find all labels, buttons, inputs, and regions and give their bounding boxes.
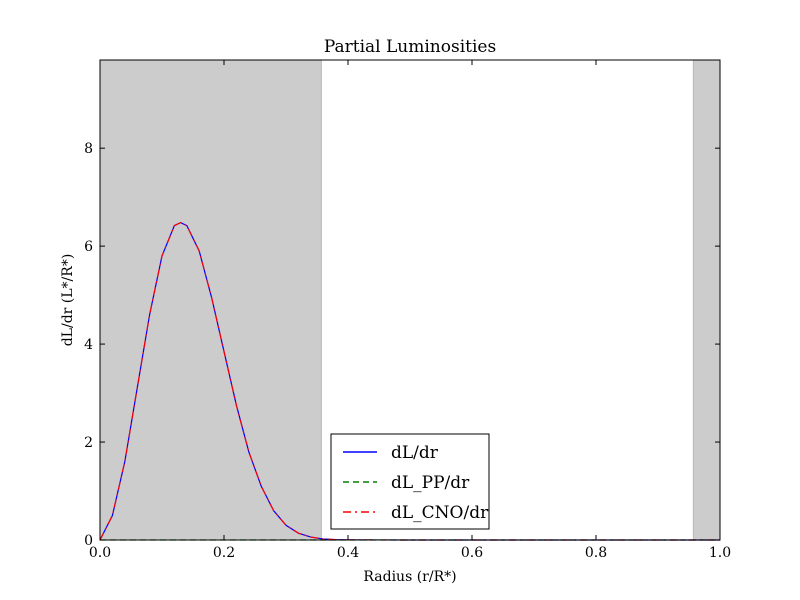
- shaded-region-1: [99, 59, 322, 541]
- y-tick-label: 4: [84, 337, 93, 353]
- legend: dL/dr dL_PP/dr dL_CNO/dr: [330, 433, 490, 530]
- x-tick-label: 0.4: [337, 545, 359, 561]
- legend-label-2: dL_PP/dr: [391, 473, 470, 493]
- x-tick-label: 0.2: [213, 545, 235, 561]
- x-axis-label: Radius (r/R*): [363, 569, 456, 585]
- y-tick-label: 8: [84, 141, 93, 157]
- shaded-region-2: [692, 59, 721, 541]
- plot-layer: 0.0 0.2 0.4 0.6 0.8 1.0 0 2 4 6 8: [84, 59, 731, 561]
- x-tick-label: 0.0: [89, 545, 111, 561]
- y-tick-label: 0: [84, 533, 93, 549]
- y-tick-label: 6: [84, 239, 93, 255]
- y-tick-label: 2: [84, 435, 93, 451]
- x-tick-label: 0.8: [585, 545, 607, 561]
- legend-label-1: dL/dr: [391, 443, 439, 463]
- plot-frame: [99, 59, 721, 541]
- x-tick-label: 1.0: [709, 545, 731, 561]
- legend-label-3: dL_CNO/dr: [391, 503, 489, 523]
- y-axis-label: dL/dr (L*/R*): [60, 254, 76, 347]
- chart-title: Partial Luminosities: [324, 37, 496, 57]
- x-tick-label: 0.6: [461, 545, 483, 561]
